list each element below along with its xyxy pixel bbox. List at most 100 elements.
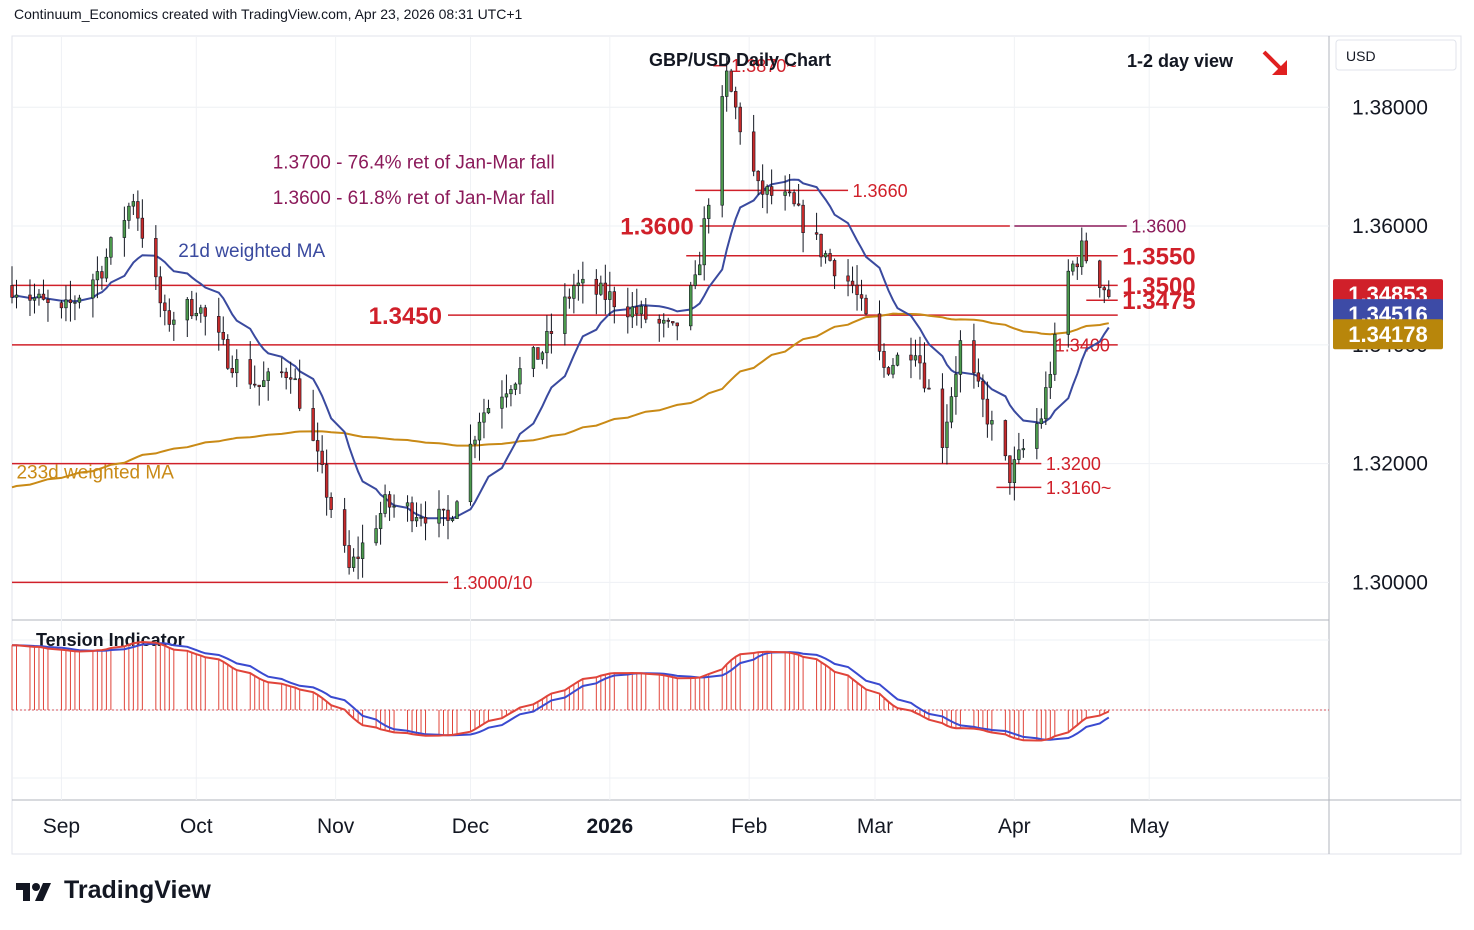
candle-body [509, 389, 513, 395]
candle-body [1003, 420, 1008, 457]
candle-body [1098, 260, 1102, 288]
x-axis-label: 2026 [586, 815, 633, 838]
candle-body [540, 352, 545, 360]
candle-body [235, 359, 239, 374]
candle-body [77, 297, 82, 303]
retracement-annotation: 1.3700 - 76.4% ret of Jan-Mar fall [273, 152, 555, 173]
candle-body [351, 556, 356, 568]
level-label: 1.3500 [1122, 273, 1195, 300]
candle-body [724, 70, 729, 97]
candle-body [720, 96, 724, 206]
candle-body [985, 398, 990, 425]
candle-body [751, 131, 756, 172]
candle-body [1039, 418, 1044, 424]
candle-body [262, 380, 266, 387]
candle-body [666, 319, 670, 322]
candle-body [828, 253, 832, 261]
chart-frame [11, 35, 1462, 855]
candle-body [356, 556, 360, 559]
candle-body [482, 412, 486, 423]
candle-body [877, 313, 882, 352]
x-axis-label: Nov [317, 815, 355, 838]
arrow-head [1272, 60, 1287, 75]
candle-body [644, 305, 648, 320]
candle-body [46, 299, 50, 303]
candle-body [576, 282, 581, 286]
candle-body [405, 502, 410, 507]
currency-label: USD [1346, 48, 1376, 64]
candle-body [266, 371, 270, 381]
price-badge-label: 1.34178 [1348, 322, 1428, 347]
candle-body [635, 306, 639, 315]
candle-body [814, 232, 819, 235]
candle-body [909, 354, 913, 361]
candle-body [504, 393, 509, 398]
candle-body [410, 502, 414, 522]
candle-body [581, 278, 585, 284]
candle-body [374, 528, 378, 544]
candle-body [91, 279, 95, 299]
candle-body [850, 280, 855, 286]
candle-body [536, 347, 540, 360]
level-label: 1.3600 [1131, 217, 1186, 237]
candle-body [14, 294, 19, 298]
level-label: 1.3450 [369, 303, 442, 330]
candle-body [419, 517, 423, 519]
candle-body [199, 307, 203, 314]
candle-body [64, 299, 68, 309]
candle-body [756, 170, 760, 182]
arrow-down-right-icon [1262, 50, 1287, 75]
candle-body [1048, 374, 1053, 388]
candle-body [104, 256, 109, 279]
candle-body [360, 542, 365, 559]
candle-body [320, 450, 324, 465]
candle-body [545, 331, 549, 354]
view-label: 1-2 day view [1127, 51, 1234, 71]
candle-body [387, 494, 392, 508]
candle-body [230, 368, 234, 374]
candle-body [608, 291, 612, 300]
candle-body [329, 496, 333, 510]
candle-body [1071, 263, 1075, 272]
candle-body [414, 517, 419, 522]
candle-body [513, 383, 518, 390]
candle-body [167, 310, 172, 325]
candle-body [976, 372, 981, 382]
candle-body [122, 220, 127, 238]
candle-body [450, 518, 455, 521]
candle-body [473, 439, 477, 445]
candle-body [37, 293, 41, 299]
candle-body [127, 205, 131, 221]
candle-body [203, 307, 207, 317]
candle-body [10, 285, 14, 298]
ma-label: 233d weighted MA [16, 462, 174, 483]
candle-body [639, 305, 643, 315]
candle-body [707, 204, 711, 219]
candle-body [549, 331, 554, 334]
candle-body [297, 378, 302, 409]
candle-body [823, 253, 828, 258]
candle-body [832, 260, 837, 277]
candle-body [1107, 289, 1111, 297]
candle-body [599, 282, 603, 295]
x-axis-label: Feb [731, 815, 767, 838]
candle-body [1017, 449, 1021, 460]
currency-box [1335, 39, 1457, 71]
candle-body [738, 106, 742, 133]
candle-body [324, 464, 329, 498]
candle-body [194, 312, 198, 317]
tradingview-brand[interactable]: TradingView [16, 876, 211, 905]
candle-body [293, 378, 297, 381]
chart-credit: Continuum_Economics created with Trading… [14, 6, 523, 22]
candle-body [100, 271, 104, 279]
candle-body [949, 396, 954, 423]
candle-body [347, 545, 351, 568]
candle-body [342, 509, 347, 546]
candle-body [922, 362, 927, 389]
candle-body [945, 421, 949, 448]
candle-body [662, 319, 666, 324]
candle-body [95, 271, 100, 281]
tradingview-logo-icon [16, 882, 51, 901]
y-tick-label: 1.32000 [1352, 453, 1428, 476]
